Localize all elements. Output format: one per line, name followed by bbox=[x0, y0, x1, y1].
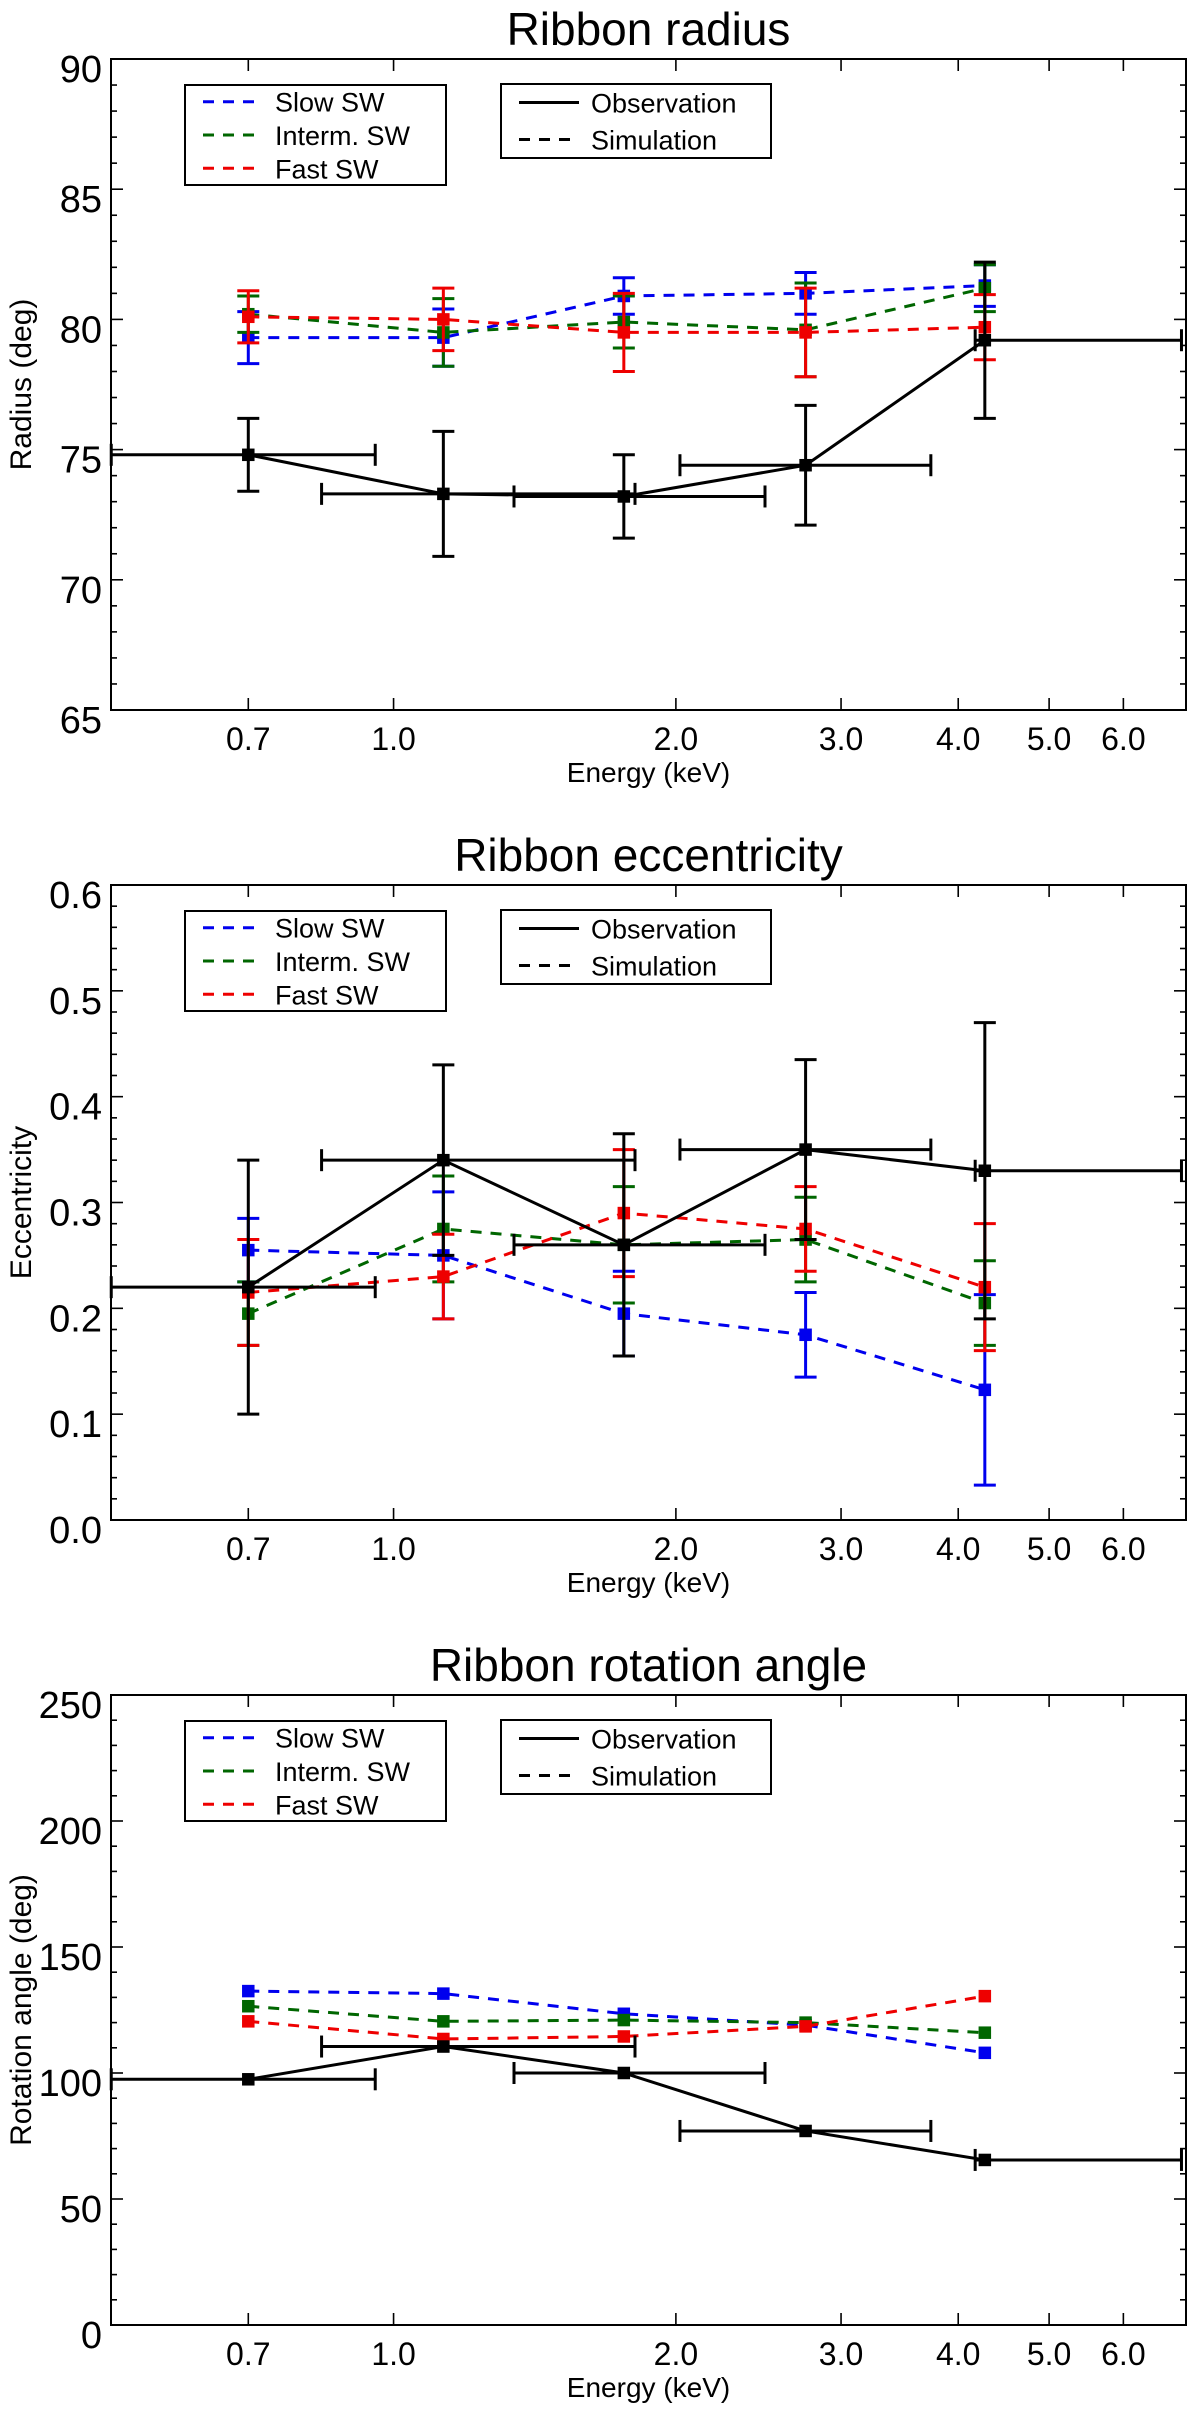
svg-text:Radius (deg): Radius (deg) bbox=[5, 299, 38, 471]
svg-text:6.0: 6.0 bbox=[1101, 721, 1145, 757]
svg-text:0.4: 0.4 bbox=[49, 1087, 102, 1129]
svg-text:0.7: 0.7 bbox=[226, 1531, 270, 1567]
svg-text:75: 75 bbox=[60, 440, 102, 482]
svg-text:Fast SW: Fast SW bbox=[275, 154, 379, 184]
svg-text:Energy (keV): Energy (keV) bbox=[567, 2372, 730, 2403]
svg-text:4.0: 4.0 bbox=[936, 1531, 980, 1567]
svg-text:Slow SW: Slow SW bbox=[275, 88, 385, 118]
svg-text:2.0: 2.0 bbox=[654, 2336, 698, 2372]
svg-text:250: 250 bbox=[39, 1685, 102, 1727]
svg-text:Slow SW: Slow SW bbox=[275, 1724, 385, 1754]
svg-text:0: 0 bbox=[81, 2315, 102, 2357]
svg-text:100: 100 bbox=[39, 2063, 102, 2105]
svg-text:50: 50 bbox=[60, 2189, 102, 2231]
svg-text:5.0: 5.0 bbox=[1027, 2336, 1071, 2372]
svg-text:0.7: 0.7 bbox=[226, 2336, 270, 2372]
svg-text:2.0: 2.0 bbox=[654, 721, 698, 757]
svg-text:Ribbon eccentricity: Ribbon eccentricity bbox=[454, 829, 843, 881]
svg-text:0.0: 0.0 bbox=[49, 1510, 102, 1552]
svg-text:65: 65 bbox=[60, 700, 102, 742]
svg-text:Energy (keV): Energy (keV) bbox=[567, 1567, 730, 1598]
svg-text:6.0: 6.0 bbox=[1101, 1531, 1145, 1567]
svg-text:5.0: 5.0 bbox=[1027, 1531, 1071, 1567]
svg-text:4.0: 4.0 bbox=[936, 2336, 980, 2372]
svg-text:Simulation: Simulation bbox=[591, 1762, 717, 1792]
svg-text:Observation: Observation bbox=[591, 1725, 737, 1755]
svg-text:0.6: 0.6 bbox=[49, 875, 102, 917]
svg-text:1.0: 1.0 bbox=[371, 2336, 415, 2372]
svg-text:Rotation angle (deg): Rotation angle (deg) bbox=[5, 1874, 38, 2146]
svg-text:0.3: 0.3 bbox=[49, 1193, 102, 1235]
svg-text:Simulation: Simulation bbox=[591, 126, 717, 156]
svg-text:150: 150 bbox=[39, 1937, 102, 1979]
svg-text:90: 90 bbox=[60, 49, 102, 91]
svg-text:Energy (keV): Energy (keV) bbox=[567, 757, 730, 788]
svg-text:Ribbon rotation angle: Ribbon rotation angle bbox=[430, 1639, 867, 1691]
svg-text:85: 85 bbox=[60, 179, 102, 221]
svg-text:Simulation: Simulation bbox=[591, 952, 717, 982]
svg-text:Fast SW: Fast SW bbox=[275, 1790, 379, 1820]
svg-text:200: 200 bbox=[39, 1811, 102, 1853]
svg-text:1.0: 1.0 bbox=[371, 721, 415, 757]
svg-text:Interm. SW: Interm. SW bbox=[275, 121, 411, 151]
svg-text:Observation: Observation bbox=[591, 915, 737, 945]
svg-text:0.5: 0.5 bbox=[49, 981, 102, 1023]
svg-text:Slow SW: Slow SW bbox=[275, 914, 385, 944]
svg-text:0.7: 0.7 bbox=[226, 721, 270, 757]
svg-text:Eccentricity: Eccentricity bbox=[5, 1126, 38, 1279]
svg-text:Fast SW: Fast SW bbox=[275, 980, 379, 1010]
svg-text:4.0: 4.0 bbox=[936, 721, 980, 757]
svg-text:Interm. SW: Interm. SW bbox=[275, 1757, 411, 1787]
svg-text:3.0: 3.0 bbox=[819, 1531, 863, 1567]
svg-text:70: 70 bbox=[60, 570, 102, 612]
svg-text:1.0: 1.0 bbox=[371, 1531, 415, 1567]
svg-text:6.0: 6.0 bbox=[1101, 2336, 1145, 2372]
svg-text:80: 80 bbox=[60, 309, 102, 351]
svg-text:3.0: 3.0 bbox=[819, 2336, 863, 2372]
svg-text:0.2: 0.2 bbox=[49, 1298, 102, 1340]
svg-text:Observation: Observation bbox=[591, 89, 737, 119]
svg-text:Interm. SW: Interm. SW bbox=[275, 947, 411, 977]
svg-text:3.0: 3.0 bbox=[819, 721, 863, 757]
svg-text:Ribbon radius: Ribbon radius bbox=[507, 3, 791, 55]
svg-text:2.0: 2.0 bbox=[654, 1531, 698, 1567]
svg-text:5.0: 5.0 bbox=[1027, 721, 1071, 757]
svg-text:0.1: 0.1 bbox=[49, 1404, 102, 1446]
